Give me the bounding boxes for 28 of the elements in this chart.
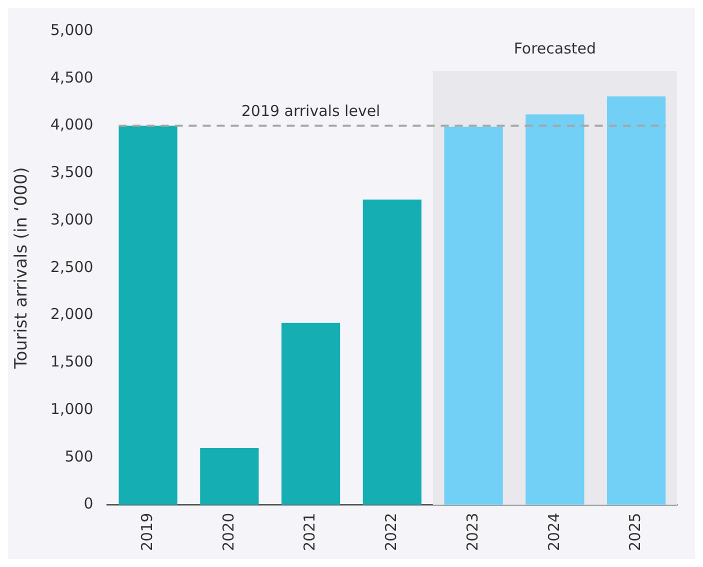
band-label: Forecasted xyxy=(514,39,596,58)
y-tick-label: 500 xyxy=(64,447,94,466)
x-tick-label: 2022 xyxy=(382,512,400,552)
bar xyxy=(607,96,666,505)
y-tick-label: 0 xyxy=(84,494,94,513)
y-tick-label: 1,500 xyxy=(50,352,94,371)
y-tick-label: 4,500 xyxy=(50,68,94,86)
x-tick-label: 2021 xyxy=(300,512,319,552)
y-tick-label: 3,000 xyxy=(50,210,94,228)
bar xyxy=(200,448,259,505)
bar xyxy=(362,200,422,505)
bar xyxy=(444,126,503,505)
y-tick-label: 2,500 xyxy=(50,258,94,276)
bar xyxy=(526,114,584,505)
y-tick-label: 4,000 xyxy=(50,116,94,134)
x-tick-label: 2019 xyxy=(138,512,156,552)
y-tick-label: 1,000 xyxy=(50,400,94,418)
ref-line-label: 2019 arrivals level xyxy=(241,102,380,120)
y-tick-label: 2,000 xyxy=(50,305,94,324)
x-tick-label: 2025 xyxy=(626,512,644,552)
bar xyxy=(118,126,178,505)
bar xyxy=(281,322,340,505)
x-tick-label: 2024 xyxy=(544,512,563,552)
x-tick-label: 2023 xyxy=(463,512,482,552)
y-tick-label: 3,500 xyxy=(50,163,94,182)
y-axis-title: Tourist arrivals (in ‘000) xyxy=(12,167,32,370)
y-tick-label: 5,000 xyxy=(50,20,94,39)
x-tick-label: 2020 xyxy=(219,512,238,552)
